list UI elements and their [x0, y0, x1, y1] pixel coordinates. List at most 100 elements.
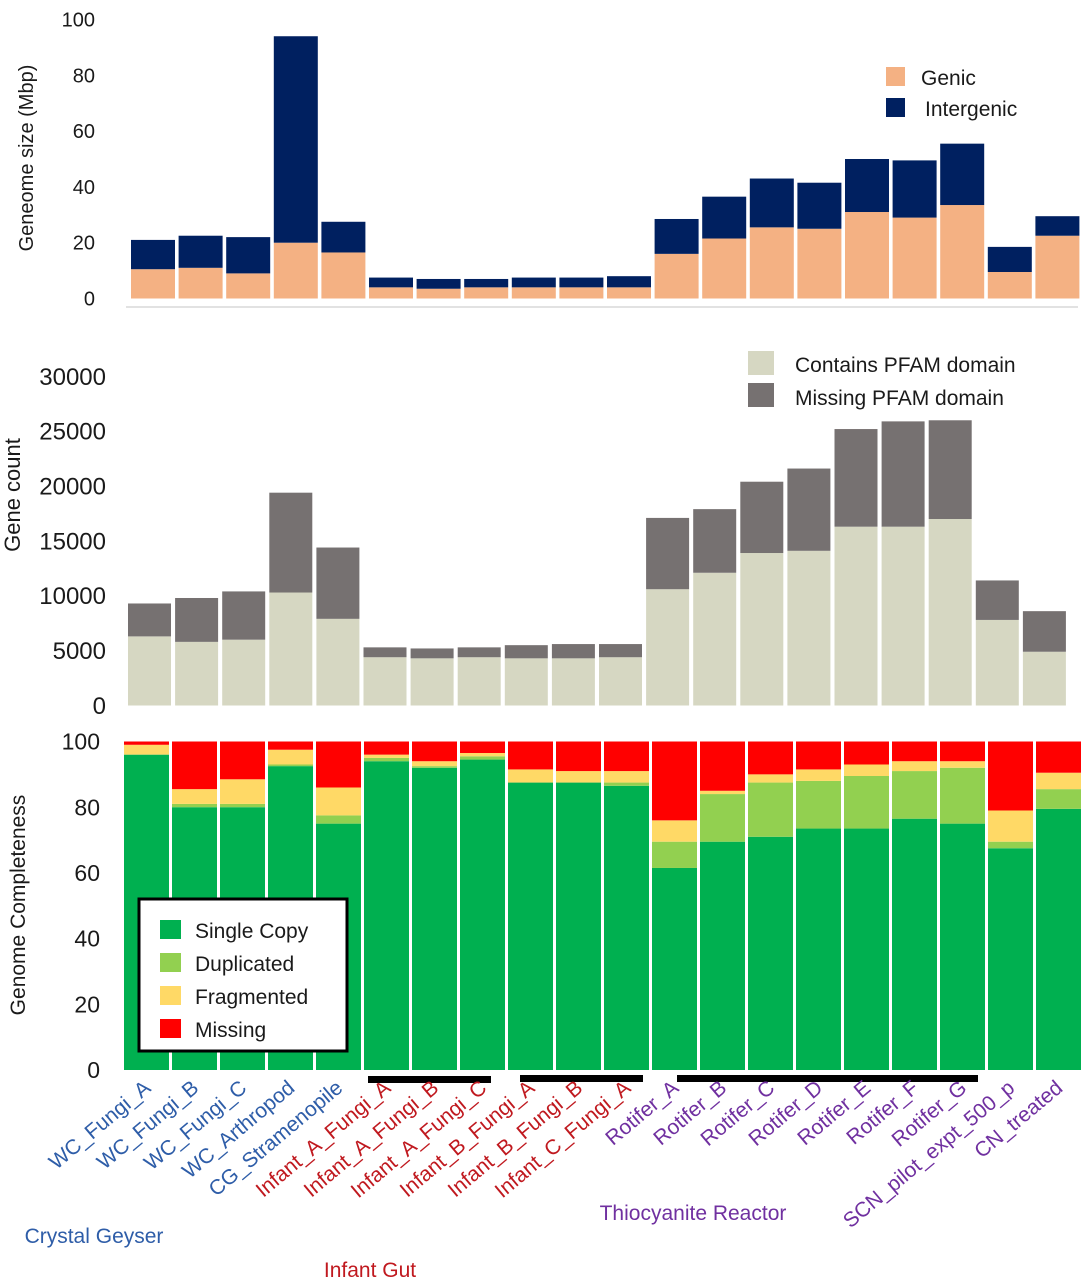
completeness-bar-single-copy-rotifer-f	[892, 818, 937, 1070]
completeness-bar-missing-infant-a-fungi-b	[412, 741, 457, 762]
genome-size-bar-intergenic-infant-c-fungi-a	[607, 276, 651, 288]
gene-count-y-tick: 15000	[39, 528, 106, 555]
gene-count-panel: Gene count 0 5000 10000 15000 20000 25000 30000…	[0, 351, 1066, 720]
completeness-bar-fragmented-cg-stramenopile	[316, 787, 361, 816]
completeness-bar-fragmented-infant-b-fungi-b	[556, 771, 601, 783]
rotifer-group-bar	[677, 1075, 978, 1082]
completeness-bar-fragmented-infant-a-fungi-b	[412, 761, 457, 767]
legend-swatch-contains-pfam	[748, 351, 774, 375]
gene-count-y-tick: 30000	[39, 364, 106, 391]
gene-count-bar-missing-pfam-domain-infant-b-fungi-a	[504, 645, 548, 659]
completeness-bar-fragmented-infant-a-fungi-c	[460, 752, 505, 757]
gene-count-bar-contains-pfam-domain-wc-fungi-c	[222, 639, 266, 706]
completeness-bar-duplicated-infant-a-fungi-c	[460, 756, 505, 760]
legend-label-duplicated: Duplicated	[195, 953, 294, 976]
completeness-bar-single-copy-rotifer-a	[652, 867, 697, 1070]
completeness-bar-single-copy-infant-b-fungi-a	[508, 782, 553, 1070]
completeness-bar-fragmented-cn-treated	[1036, 772, 1081, 790]
gene-count-bar-missing-pfam-domain-infant-b-fungi-b	[551, 644, 595, 659]
completeness-bar-fragmented-wc-arthropod	[268, 749, 313, 765]
legend-swatch-fragmented	[160, 986, 181, 1005]
gene-count-bar-missing-pfam-domain-wc-arthropod	[269, 492, 313, 593]
gene-count-bar-contains-pfam-domain-infant-b-fungi-b	[551, 658, 595, 706]
gene-count-bar-contains-pfam-domain-wc-fungi-a	[128, 636, 171, 706]
completeness-bar-fragmented-infant-b-fungi-a	[508, 769, 553, 783]
legend-swatch-missing-pfam	[748, 383, 774, 407]
genome-size-y-tick: 100	[62, 10, 95, 32]
gene-count-bar-missing-pfam-domain-scn-pilot-expt-500-p	[975, 580, 1019, 620]
genome-size-bar-intergenic-cn-treated	[1035, 216, 1080, 236]
gene-count-bar-missing-pfam-domain-rotifer-f	[881, 421, 925, 527]
gene-count-y-tick: 10000	[39, 583, 106, 610]
legend-swatch-missing	[160, 1019, 181, 1038]
gene-count-bar-missing-pfam-domain-rotifer-b	[693, 509, 737, 573]
completeness-y-tick: 60	[74, 860, 100, 886]
genome-size-bar-genic-wc-fungi-a	[131, 269, 175, 299]
gene-count-bar-missing-pfam-domain-infant-a-fungi-a	[363, 647, 407, 658]
completeness-bar-single-copy-rotifer-e	[844, 828, 889, 1070]
completeness-bar-duplicated-rotifer-f	[892, 771, 937, 819]
genome-size-bar-intergenic-rotifer-b	[702, 196, 747, 239]
completeness-bar-fragmented-rotifer-d	[796, 769, 841, 781]
genome-size-bar-genic-infant-a-fungi-a	[369, 287, 413, 299]
legend-label-missing-pfam: Missing PFAM domain	[795, 387, 1004, 410]
gene-count-bar-contains-pfam-domain-infant-c-fungi-a	[599, 657, 642, 706]
sample-labels: WC_Fungi_AWC_Fungi_BWC_Fungi_CWC_Arthrop…	[45, 1076, 1067, 1232]
group-label-infant-gut: Infant Gut	[324, 1259, 416, 1280]
gene-count-bar-contains-pfam-domain-rotifer-a	[646, 589, 690, 706]
completeness-bar-missing-rotifer-e	[844, 741, 889, 765]
genome-size-bar-genic-rotifer-c	[749, 227, 794, 299]
legend-swatch-intergenic	[886, 98, 905, 117]
completeness-bar-missing-rotifer-b	[700, 741, 745, 791]
genome-size-bar-intergenic-infant-b-fungi-a	[511, 277, 556, 288]
legend-label-missing: Missing	[195, 1019, 266, 1042]
completeness-bar-duplicated-rotifer-g	[940, 767, 985, 824]
gene-count-bar-missing-pfam-domain-wc-fungi-c	[222, 591, 266, 640]
genome-size-y-tick: 0	[84, 289, 95, 311]
genome-size-bar-genic-infant-a-fungi-c	[464, 287, 509, 299]
gene-count-bar-missing-pfam-domain-rotifer-d	[787, 468, 831, 551]
genome-size-bar-genic-rotifer-a	[654, 253, 699, 299]
gene-count-bar-contains-pfam-domain-wc-fungi-b	[175, 641, 219, 706]
completeness-bar-fragmented-wc-fungi-a	[124, 744, 169, 755]
completeness-bar-single-copy-infant-a-fungi-c	[460, 759, 505, 1070]
gene-count-y-tick: 25000	[39, 419, 106, 446]
completeness-bar-missing-infant-c-fungi-a	[604, 741, 649, 772]
genome-size-bar-genic-infant-c-fungi-a	[607, 287, 651, 299]
genome-size-bar-genic-infant-a-fungi-b	[416, 288, 461, 299]
legend-swatch-genic	[886, 67, 905, 86]
completeness-bar-fragmented-scn-pilot-expt-500-p	[988, 810, 1033, 842]
genome-size-bar-intergenic-infant-a-fungi-b	[416, 278, 461, 289]
gene-count-bar-contains-pfam-domain-infant-a-fungi-c	[457, 657, 501, 706]
infant-bc-group-bar	[520, 1075, 643, 1082]
gene-count-bar-contains-pfam-domain-rotifer-d	[787, 550, 831, 706]
completeness-bar-missing-wc-fungi-a	[124, 741, 169, 745]
genome-size-bar-intergenic-infant-a-fungi-a	[369, 277, 413, 288]
completeness-bar-single-copy-scn-pilot-expt-500-p	[988, 848, 1033, 1070]
genome-size-bar-intergenic-rotifer-f	[892, 160, 937, 218]
genome-size-y-tick: 40	[73, 177, 95, 199]
completeness-bar-missing-rotifer-c	[748, 741, 793, 775]
genome-size-bar-intergenic-scn-pilot-expt-500-p	[987, 246, 1032, 272]
completeness-bar-missing-rotifer-a	[652, 741, 697, 821]
completeness-bar-single-copy-infant-c-fungi-a	[604, 785, 649, 1070]
gene-count-bar-missing-pfam-domain-cn-treated	[1022, 611, 1066, 652]
completeness-bar-missing-cn-treated	[1036, 741, 1081, 773]
completeness-y-tick: 0	[87, 1057, 100, 1083]
completeness-bar-fragmented-rotifer-b	[700, 790, 745, 795]
completeness-bar-duplicated-cn-treated	[1036, 789, 1081, 809]
genome-completeness-panel: Genome Completeness 0 20 40 60 80 100 Single Co…	[7, 729, 1081, 1083]
genome-size-bar-genic-rotifer-b	[702, 238, 747, 299]
completeness-bar-duplicated-cg-stramenopile	[316, 815, 361, 824]
genome-size-bar-genic-rotifer-d	[797, 228, 842, 299]
gene-count-bar-contains-pfam-domain-cg-stramenopile	[316, 618, 360, 706]
completeness-y-tick: 20	[74, 991, 100, 1017]
legend-label-intergenic: Intergenic	[925, 98, 1017, 121]
group-labels: Crystal Geyser Infant Gut Thiocyanite Reac…	[25, 1202, 787, 1280]
completeness-bar-single-copy-rotifer-b	[700, 841, 745, 1070]
gene-count-y-tick: 20000	[39, 474, 106, 501]
gene-count-bar-missing-pfam-domain-infant-a-fungi-b	[410, 648, 454, 659]
genome-size-bar-genic-rotifer-e	[845, 212, 889, 299]
completeness-bar-duplicated-rotifer-d	[796, 780, 841, 829]
completeness-bar-duplicated-infant-a-fungi-b	[412, 766, 457, 768]
